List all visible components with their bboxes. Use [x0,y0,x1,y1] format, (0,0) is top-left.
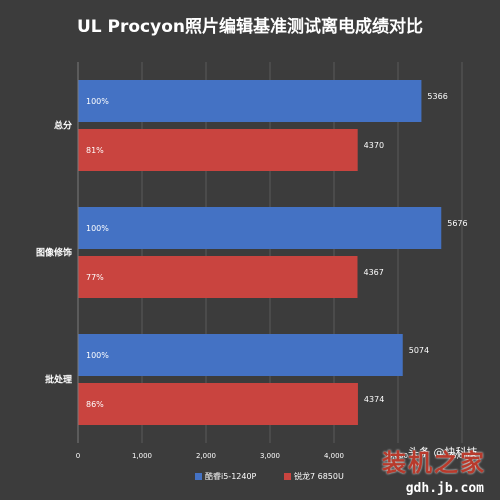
bar [78,383,358,425]
category-label: 图像修饰 [36,247,72,259]
bar-value-label: 4374 [364,395,384,404]
bar [78,256,358,298]
x-tick-label: 3,000 [260,452,280,460]
bar [78,207,442,249]
bar-value-label: 5676 [447,219,467,228]
bar-value-label: 5366 [427,92,447,101]
bar-value-label: 5074 [409,346,429,355]
bar-value-label: 4370 [364,141,384,150]
watermark-brand: 装机之家 [382,448,486,477]
bar-value-label: 4367 [363,268,383,277]
legend-label: 酷睿i5-1240P [205,471,257,481]
category-label: 批处理 [45,374,72,386]
bar-percent-label: 100% [86,97,109,106]
legend-label: 锐龙7 6850U [294,471,344,481]
bar [78,334,403,376]
watermark-source: 头条 @快科技 [408,446,478,459]
category-label: 总分 [54,120,72,132]
bar-percent-label: 77% [86,273,104,282]
chart-title: UL Procyon照片编辑基准测试离电成绩对比 [76,17,424,37]
x-tick-label: 4,000 [324,452,344,460]
bar-percent-label: 86% [86,400,104,409]
x-tick-label: 2,000 [196,452,216,460]
x-tick-label: 5,000 [388,452,408,460]
bar-percent-label: 81% [86,146,104,155]
legend-swatch [284,473,291,480]
bar-percent-label: 100% [86,351,109,360]
bar [78,80,422,122]
x-tick-label: 1,000 [132,452,152,460]
watermark-url: gdh.jb.com [405,481,484,496]
legend-swatch [195,473,202,480]
x-tick-label: 6,000 [452,452,472,460]
bar-percent-label: 100% [86,224,109,233]
x-tick-label: 0 [76,452,80,460]
bar [78,129,358,171]
